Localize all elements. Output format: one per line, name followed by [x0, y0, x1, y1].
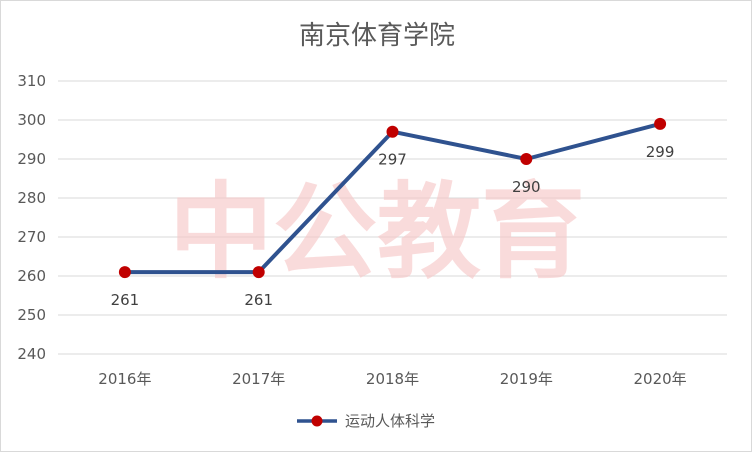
gridlines [58, 80, 727, 355]
x-axis-tick-labels: 2016年 2017年 2018年 2019年 2020年 [98, 370, 686, 388]
data-point-marker [118, 266, 131, 279]
data-point-marker [252, 266, 265, 279]
y-tick-label: 260 [17, 267, 46, 285]
legend-label: 运动人体科学 [345, 412, 435, 430]
data-markers [118, 117, 667, 279]
data-label: 297 [378, 151, 407, 169]
x-tick-label: 2019年 [500, 370, 553, 388]
y-tick-label: 270 [17, 228, 46, 246]
y-tick-label: 310 [17, 72, 46, 90]
legend: 运动人体科学 [297, 412, 435, 430]
data-point-marker [386, 125, 399, 138]
data-point-marker [654, 117, 667, 130]
data-label: 290 [512, 178, 541, 196]
y-tick-label: 240 [17, 345, 46, 363]
chart-title: 南京体育学院 [299, 21, 455, 51]
data-label: 261 [111, 291, 140, 309]
x-tick-label: 2017年 [232, 370, 285, 388]
data-label: 261 [244, 291, 273, 309]
y-tick-label: 300 [17, 111, 46, 129]
data-labels: 261 261 297 290 299 [111, 143, 675, 309]
data-point-marker [520, 153, 533, 165]
x-tick-label: 2016年 [98, 370, 151, 388]
legend-marker-icon [311, 415, 323, 427]
y-tick-label: 280 [17, 189, 46, 207]
x-tick-label: 2020年 [634, 370, 687, 388]
x-tick-label: 2018年 [366, 370, 419, 388]
y-tick-label: 250 [17, 306, 46, 324]
data-label: 299 [646, 143, 675, 161]
y-tick-label: 290 [17, 150, 46, 168]
y-axis-tick-labels: 240 250 260 270 280 290 300 310 [17, 72, 46, 363]
